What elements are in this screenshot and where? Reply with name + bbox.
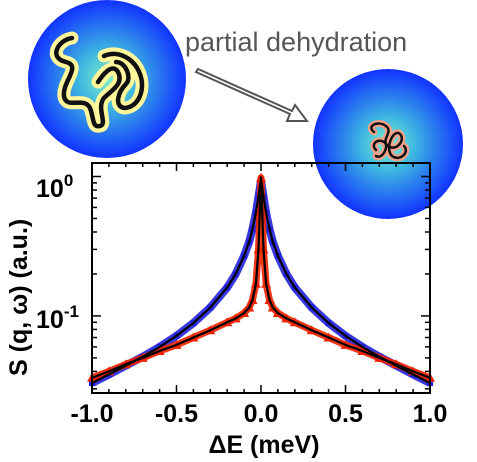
- annotation-text: partial dehydration: [185, 27, 407, 57]
- hydrated-protein-sphere-icon: [28, 0, 186, 158]
- dehydrated-protein-sphere-icon: [313, 69, 463, 219]
- plot-area: [87, 162, 435, 394]
- xtick-label: 0.0: [244, 400, 279, 428]
- xtick-label: -1.0: [70, 400, 113, 428]
- fit-line-3: [91, 179, 431, 385]
- tick-layer: [91, 163, 431, 393]
- xtick-label: 0.5: [328, 400, 363, 428]
- x-tick-labels: -1.0 -0.5 0.0 0.5 1.0: [70, 400, 447, 428]
- fit-line-2: [91, 176, 431, 379]
- x-axis-label: ΔE (meV): [208, 431, 319, 459]
- arrow-right-down-icon: [194, 67, 309, 122]
- xtick-label: -0.5: [155, 400, 198, 428]
- y-axis-label: S (q, ω) (a.u.): [5, 219, 33, 376]
- ytick-label-1: 100: [36, 171, 73, 203]
- series-layer: [87, 172, 435, 387]
- xtick-label: 1.0: [413, 400, 448, 428]
- ytick-label-0.1: 10-1: [36, 302, 79, 334]
